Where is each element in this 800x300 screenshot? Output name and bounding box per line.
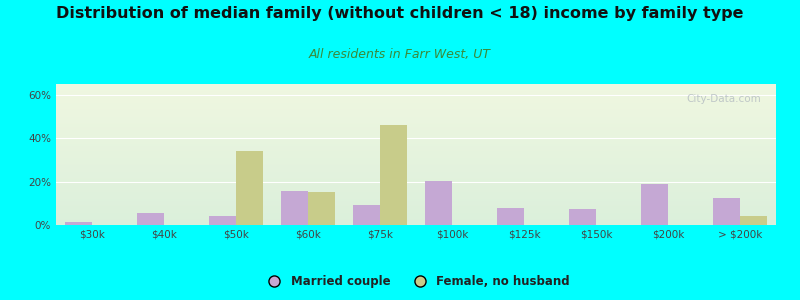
Bar xyxy=(209,216,236,225)
Bar xyxy=(740,216,767,225)
Bar xyxy=(713,198,740,225)
Bar xyxy=(497,208,524,225)
Legend: Married couple, Female, no husband: Married couple, Female, no husband xyxy=(258,270,574,292)
Bar xyxy=(380,125,407,225)
Bar xyxy=(308,193,335,225)
Bar xyxy=(569,209,596,225)
Bar xyxy=(137,213,164,225)
Bar xyxy=(353,206,380,225)
Text: City-Data.com: City-Data.com xyxy=(687,94,762,104)
Bar xyxy=(236,151,263,225)
Bar xyxy=(641,184,668,225)
Text: Distribution of median family (without children < 18) income by family type: Distribution of median family (without c… xyxy=(56,6,744,21)
Text: All residents in Farr West, UT: All residents in Farr West, UT xyxy=(309,48,491,61)
Bar xyxy=(425,181,452,225)
Bar xyxy=(281,191,308,225)
Bar xyxy=(65,222,92,225)
